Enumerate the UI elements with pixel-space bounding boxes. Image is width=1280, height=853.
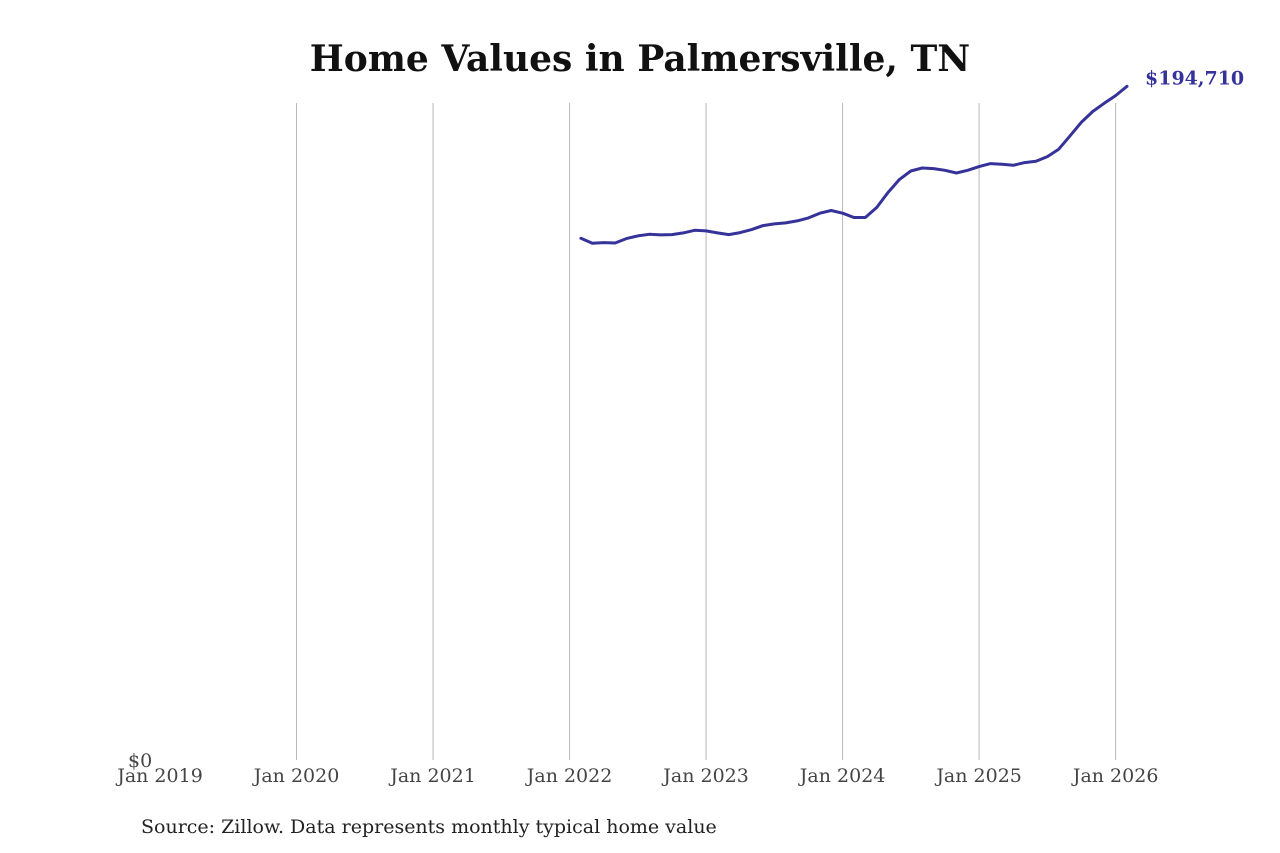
data-point — [591, 242, 594, 245]
data-point — [739, 231, 742, 234]
data-point — [1069, 134, 1072, 137]
data-point — [807, 216, 810, 219]
data-point — [773, 222, 776, 225]
data-point — [602, 241, 605, 244]
data-point — [1057, 148, 1060, 151]
data-point — [1035, 160, 1038, 163]
data-point — [830, 209, 833, 212]
x-tick-label: Jan 2021 — [388, 765, 476, 787]
data-point — [716, 231, 719, 234]
data-point — [670, 233, 673, 236]
grid-lines — [296, 103, 1117, 760]
data-point — [989, 162, 992, 165]
data-point — [887, 191, 890, 194]
source-note: Source: Zillow. Data represents monthly … — [141, 816, 717, 838]
x-tick-label: Jan 2025 — [934, 765, 1022, 787]
data-point — [625, 237, 628, 240]
data-point — [841, 212, 844, 215]
data-point — [579, 237, 582, 240]
data-point — [648, 233, 651, 236]
data-point — [659, 233, 662, 236]
y-tick-label: $0 — [128, 750, 152, 772]
data-point — [693, 229, 696, 232]
x-tick-label: Jan 2024 — [798, 765, 886, 787]
end-value-label: $194,710 — [1145, 67, 1244, 89]
data-point — [1091, 110, 1094, 113]
data-point — [1012, 164, 1015, 167]
data-point — [875, 206, 878, 209]
data-point — [818, 212, 821, 215]
data-point — [796, 219, 799, 222]
data-point — [944, 169, 947, 172]
data-point — [762, 224, 765, 227]
data-point — [636, 234, 639, 237]
data-point — [1126, 85, 1129, 88]
x-tick-label: Jan 2026 — [1071, 765, 1159, 787]
data-point — [1114, 94, 1117, 97]
data-point — [1046, 155, 1049, 158]
data-point — [682, 231, 685, 234]
series-line — [579, 84, 1129, 245]
data-point — [955, 172, 958, 175]
axis-labels: Jan 2019 Jan 2020 Jan 2021 Jan 2022 Jan 2023… — [115, 750, 1158, 787]
data-point — [909, 170, 912, 173]
series-layer: $194,710 — [579, 67, 1244, 245]
data-point — [1080, 121, 1083, 124]
data-point — [966, 169, 969, 172]
data-point — [1000, 163, 1003, 166]
data-point — [614, 242, 617, 245]
data-point — [1103, 102, 1106, 105]
data-point — [853, 216, 856, 219]
x-tick-label: Jan 2022 — [525, 765, 613, 787]
data-point — [978, 165, 981, 168]
data-point — [784, 221, 787, 224]
data-point — [898, 178, 901, 181]
data-point — [750, 228, 753, 231]
x-tick-label: Jan 2020 — [252, 765, 340, 787]
data-point — [864, 216, 867, 219]
data-point — [705, 229, 708, 232]
x-tick-label: Jan 2019 — [115, 765, 203, 787]
data-point — [932, 167, 935, 170]
chart-title: Home Values in Palmersville, TN — [309, 38, 971, 80]
data-point — [1023, 161, 1026, 164]
x-tick-label: Jan 2023 — [661, 765, 749, 787]
data-point — [727, 233, 730, 236]
data-point — [921, 167, 924, 170]
